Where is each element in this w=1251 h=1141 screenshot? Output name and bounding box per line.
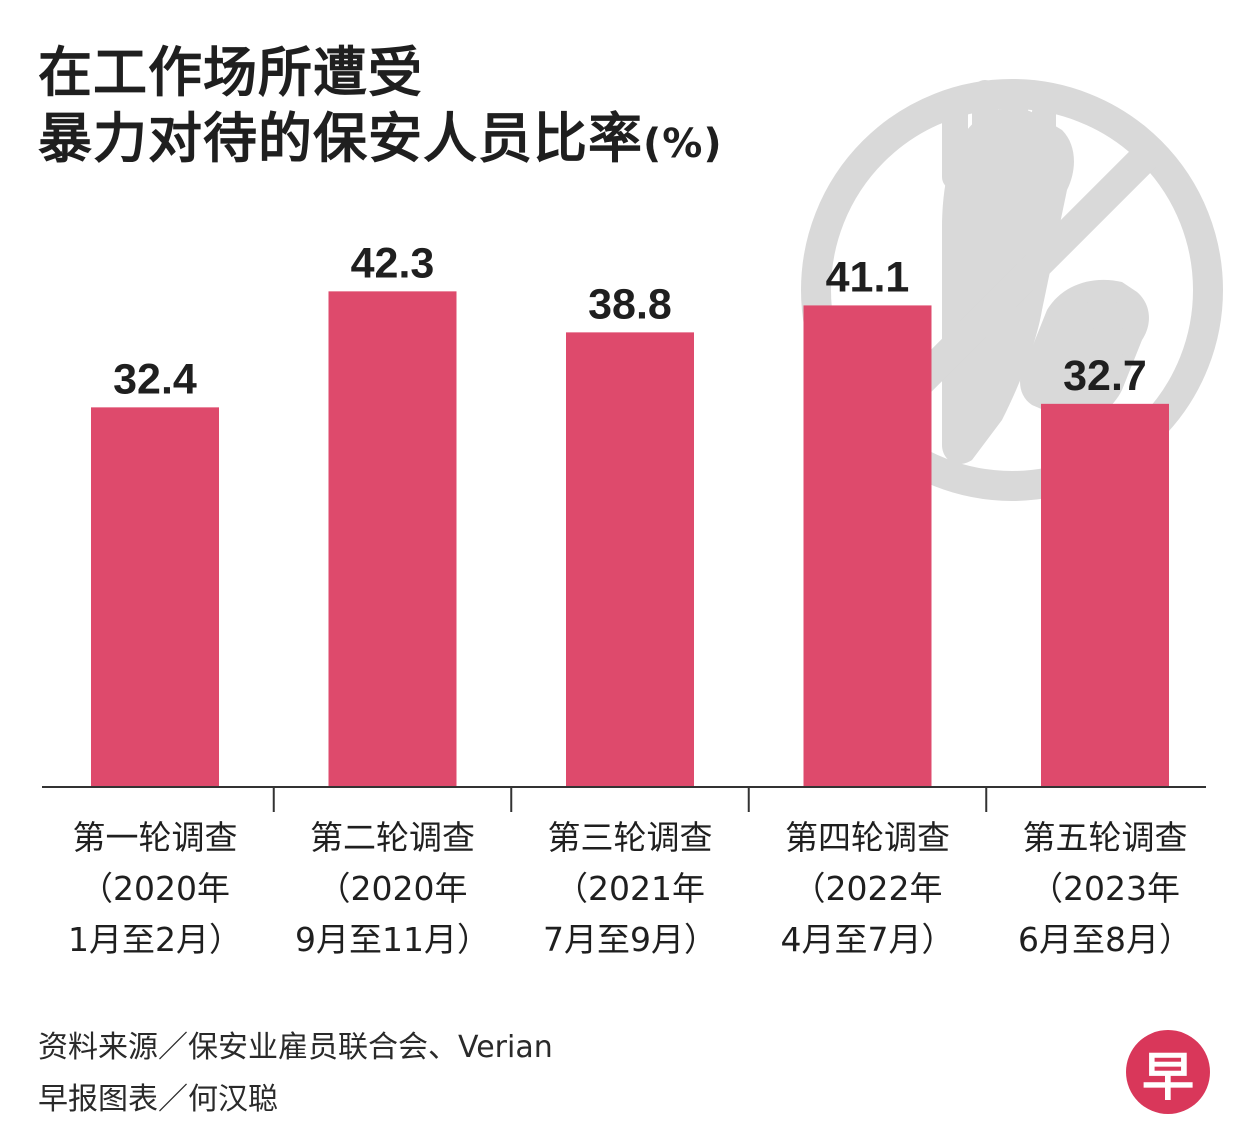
source-line-2: 早报图表／何汉聪: [38, 1082, 278, 1117]
category-label-2: 第二轮调查 （2020年 9月至11月）: [275, 812, 511, 965]
category-label-line: 4月至7月）: [780, 920, 955, 959]
bar-3: [566, 332, 694, 787]
category-label-line: 6月至8月）: [1018, 920, 1192, 959]
chart-title: 在工作场所遭受 暴力对待的保安人员比率(%): [38, 40, 723, 177]
category-label-line: （2022年: [792, 869, 943, 908]
value-label-4: 41.1: [826, 253, 910, 301]
category-label-line: （2020年: [317, 869, 468, 908]
category-label-3: 第三轮调查 （2021年 7月至9月）: [512, 812, 748, 965]
category-label-line: 1月至2月）: [68, 920, 242, 959]
title-line-1: 在工作场所遭受: [38, 41, 423, 104]
category-label-line: （2020年: [80, 869, 230, 908]
zaobao-logo: 早: [1126, 1030, 1210, 1114]
category-label-4: 第四轮调查 （2022年 4月至7月）: [750, 812, 986, 965]
value-label-3: 38.8: [588, 280, 672, 328]
title-line-2: 暴力对待的保安人员比率(%): [38, 106, 723, 177]
bar-4: [803, 305, 932, 787]
bar-1: [91, 407, 219, 787]
value-label-5: 32.7: [1063, 352, 1147, 400]
category-label-1: 第一轮调查 （2020年 1月至2月）: [37, 812, 273, 965]
category-label-5: 第五轮调查 （2023年 6月至8月）: [987, 812, 1223, 965]
category-label-line: 9月至11月）: [295, 920, 490, 959]
category-label-line: （2021年: [555, 869, 705, 908]
category-label-line: 第五轮调查: [1022, 818, 1188, 857]
source-block: 资料来源／保安业雇员联合会、Verian 早报图表／何汉聪: [38, 1022, 553, 1126]
title-unit: (%): [643, 121, 723, 167]
prohibition-circle-icon: [801, 79, 1223, 501]
category-label-line: 第二轮调查: [310, 818, 475, 857]
title-text-2: 暴力对待的保安人员比率: [38, 107, 643, 170]
category-label-line: 第四轮调查: [785, 818, 950, 857]
category-label-line: 7月至9月）: [543, 920, 717, 959]
category-label-line: （2023年: [1030, 869, 1180, 908]
source-line-1: 资料来源／保安业雇员联合会、Verian: [38, 1030, 553, 1065]
bar-2: [328, 291, 457, 787]
no-violence-icon: [801, 79, 1223, 501]
bar-5: [1041, 403, 1169, 787]
category-label-line: 第三轮调查: [547, 818, 713, 857]
category-label-line: 第一轮调查: [72, 818, 238, 857]
value-label-2: 42.3: [351, 239, 435, 287]
value-label-1: 32.4: [113, 355, 197, 403]
